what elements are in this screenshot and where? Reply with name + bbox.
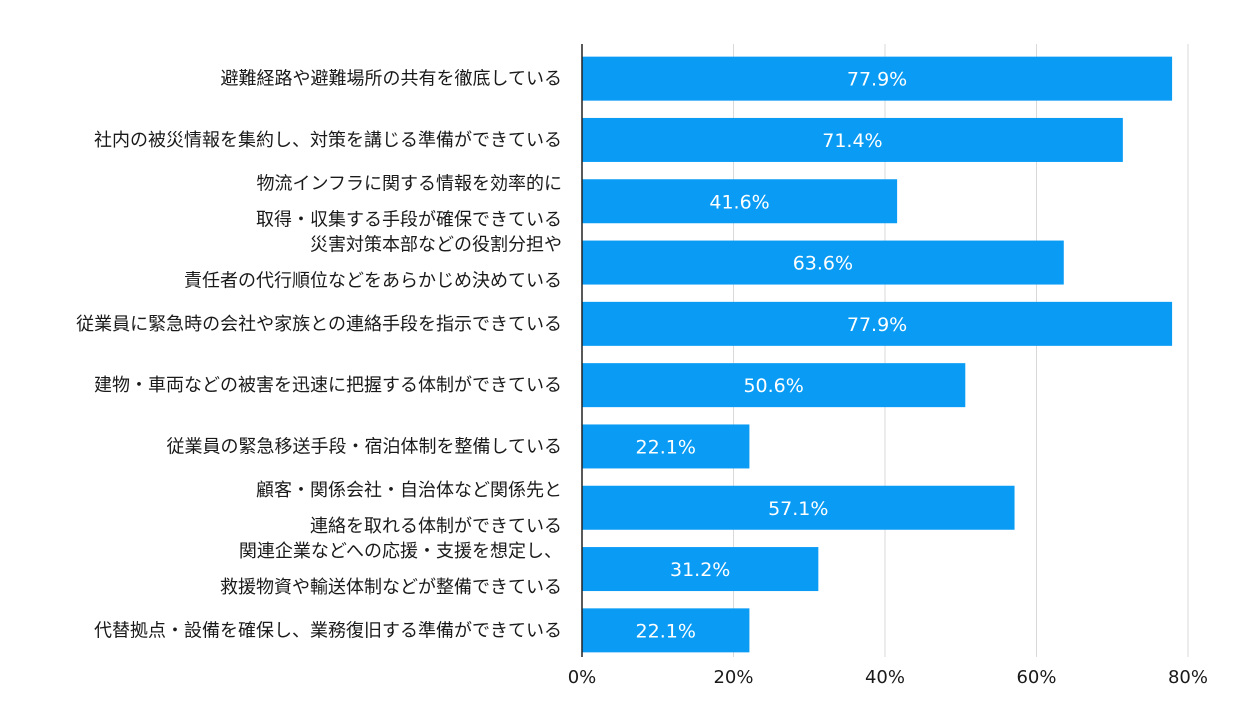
category-label: 取得・収集する手段が確保できている: [256, 209, 562, 230]
category-label: 救援物資や輸送体制などが整備できている: [220, 577, 562, 598]
category-label: 従業員の緊急移送手段・宿泊体制を整備している: [167, 436, 562, 457]
x-tick-label: 40%: [865, 667, 905, 688]
bar: [582, 179, 898, 224]
category-label: 災害対策本部などの役割分担や: [310, 235, 562, 256]
x-axis-tick-labels: 0% 20% 40% 60% 80%: [568, 667, 1208, 688]
category-label: 避難経路や避難場所の共有を徹底している: [221, 69, 562, 90]
category-label: 建物・車両などの被害を迅速に把握する体制ができている: [94, 375, 562, 396]
bars: [582, 56, 1173, 653]
bar: [582, 547, 819, 592]
data-label: 22.1%: [636, 436, 696, 458]
bar: [582, 56, 1173, 101]
category-label: 物流インフラに関する情報を効率的に: [257, 173, 562, 194]
data-label: 77.9%: [847, 69, 907, 91]
data-labels: 77.9% 71.4% 41.6% 63.6% 77.9% 50.6% 22.1% 57.1%…: [636, 69, 908, 643]
data-label: 71.4%: [822, 130, 882, 152]
data-label: 63.6%: [793, 253, 853, 275]
data-label: 50.6%: [743, 375, 803, 397]
category-label: 社内の被災情報を集約し、対策を講じる準備ができている: [94, 130, 562, 151]
x-tick-label: 0%: [568, 667, 597, 688]
category-label: 代替拠点・設備を確保し、業務復旧する準備ができている: [94, 620, 562, 641]
category-label: 責任者の代行順位などをあらかじめ決めている: [184, 271, 562, 292]
bar: [582, 363, 966, 408]
bar: [582, 301, 1173, 346]
data-label: 57.1%: [768, 498, 828, 520]
bar: [582, 117, 1123, 162]
x-tick-label: 80%: [1168, 667, 1208, 688]
category-labels: 避難経路や避難場所の共有を徹底している社内の被災情報を集約し、対策を講じる準備が…: [76, 69, 562, 642]
x-tick-label: 60%: [1016, 667, 1056, 688]
category-label: 顧客・関係会社・自治体など関係先と: [256, 480, 562, 501]
bar: [582, 485, 1015, 530]
bar: [582, 240, 1064, 285]
data-label: 31.2%: [670, 559, 730, 581]
data-label: 77.9%: [847, 314, 907, 336]
bar: [582, 424, 750, 469]
data-label: 22.1%: [636, 620, 696, 642]
category-label: 関連企業などへの応援・支援を想定し、: [239, 541, 562, 562]
category-label: 連絡を取れる体制ができている: [310, 516, 562, 537]
data-label: 41.6%: [709, 191, 769, 213]
category-label: 従業員に緊急時の会社や家族との連絡手段を指示できている: [76, 314, 562, 335]
bar: [582, 608, 750, 653]
x-tick-label: 20%: [713, 667, 753, 688]
